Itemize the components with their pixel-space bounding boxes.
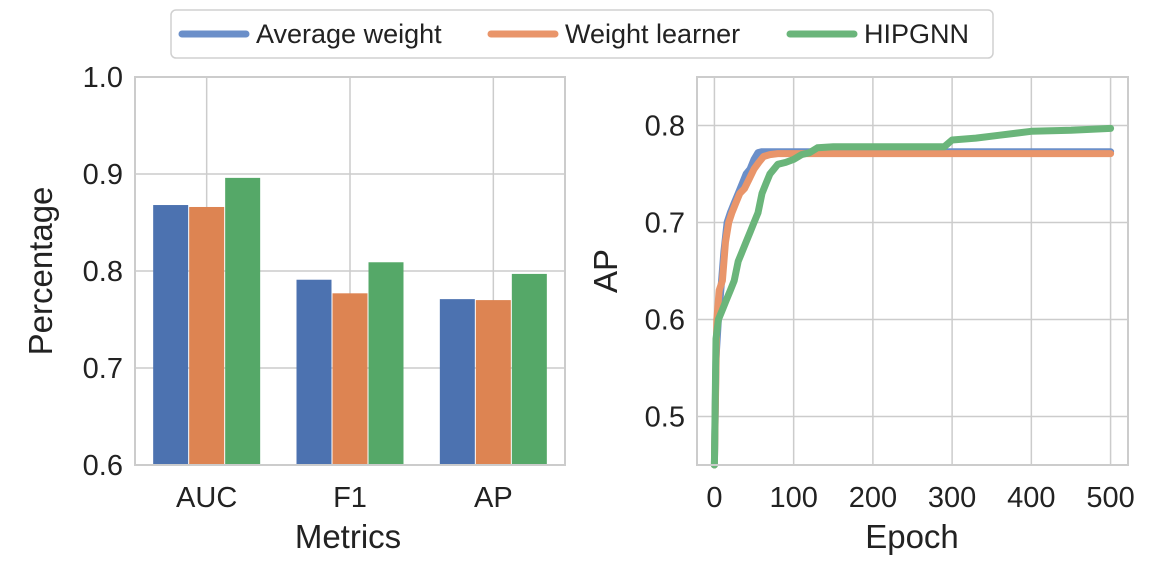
line-x-tick-100: 100 bbox=[769, 482, 817, 514]
bar-chart: 0.6 0.7 0.8 0.9 1.0 AUC F1 AP Metrics Percenta… bbox=[22, 62, 566, 555]
bar-chart-x-ticks: AUC F1 AP bbox=[176, 482, 513, 514]
bar-auc-average-weight bbox=[153, 205, 189, 466]
bar-x-tick-ap: AP bbox=[474, 482, 513, 514]
bar-ap-hipgnn bbox=[511, 273, 547, 465]
legend-box bbox=[170, 9, 994, 59]
line-series-average-weight bbox=[710, 148, 1115, 469]
line-chart-series bbox=[710, 124, 1115, 469]
line-chart-y-label: AP bbox=[587, 249, 624, 293]
bar-chart-y-label: Percentage bbox=[22, 187, 59, 356]
line-chart-x-label: Epoch bbox=[865, 518, 959, 555]
bar-y-tick-0-7: 0.7 bbox=[83, 353, 123, 385]
legend-label-hipgnn: HIPGNN bbox=[864, 19, 969, 49]
legend-label-average-weight: Average weight bbox=[256, 19, 442, 49]
bar-f1-weight-learner bbox=[332, 293, 368, 465]
bar-y-tick-0-6: 0.6 bbox=[83, 450, 123, 482]
line-chart-frame bbox=[696, 76, 1129, 466]
line-series-weight-learner bbox=[710, 150, 1115, 469]
bar-auc-weight-learner bbox=[189, 206, 225, 466]
line-y-tick-0-5: 0.5 bbox=[645, 402, 685, 434]
bar-chart-x-label: Metrics bbox=[295, 518, 401, 555]
bar-y-tick-0-8: 0.8 bbox=[83, 256, 123, 288]
line-y-tick-0-6: 0.6 bbox=[645, 305, 685, 337]
line-x-tick-300: 300 bbox=[928, 482, 976, 514]
line-y-tick-0-8: 0.8 bbox=[645, 111, 685, 143]
bar-chart-frame bbox=[134, 76, 566, 466]
bar-y-tick-1-0: 1.0 bbox=[83, 62, 123, 94]
line-chart-y-ticks: 0.5 0.6 0.7 0.8 bbox=[645, 111, 685, 434]
bar-x-tick-auc: AUC bbox=[176, 482, 237, 514]
bar-ap-average-weight bbox=[439, 299, 475, 465]
bar-x-tick-f1: F1 bbox=[333, 482, 367, 514]
bar-auc-hipgnn bbox=[225, 177, 261, 465]
bar-y-tick-0-9: 0.9 bbox=[83, 159, 123, 191]
line-x-tick-0: 0 bbox=[706, 482, 722, 514]
bar-chart-bars bbox=[153, 177, 547, 466]
line-x-tick-500: 500 bbox=[1086, 482, 1134, 514]
legend-label-weight-learner: Weight learner bbox=[565, 19, 740, 49]
bar-ap-weight-learner bbox=[475, 300, 511, 465]
bar-f1-average-weight bbox=[296, 279, 332, 465]
line-chart-x-ticks: 0 100 200 300 400 500 bbox=[706, 482, 1134, 514]
line-x-tick-400: 400 bbox=[1007, 482, 1055, 514]
legend: Average weight Weight learner HIPGNN bbox=[170, 9, 994, 59]
bar-f1-hipgnn bbox=[368, 262, 404, 465]
line-chart-grid bbox=[697, 77, 1128, 465]
line-chart: 0.5 0.6 0.7 0.8 0 100 200 300 400 500 Epoch AP bbox=[587, 76, 1135, 555]
line-y-tick-0-7: 0.7 bbox=[645, 208, 685, 240]
bar-chart-y-ticks: 0.6 0.7 0.8 0.9 1.0 bbox=[83, 62, 123, 482]
line-x-tick-200: 200 bbox=[849, 482, 897, 514]
line-series-hipgnn bbox=[710, 124, 1115, 469]
